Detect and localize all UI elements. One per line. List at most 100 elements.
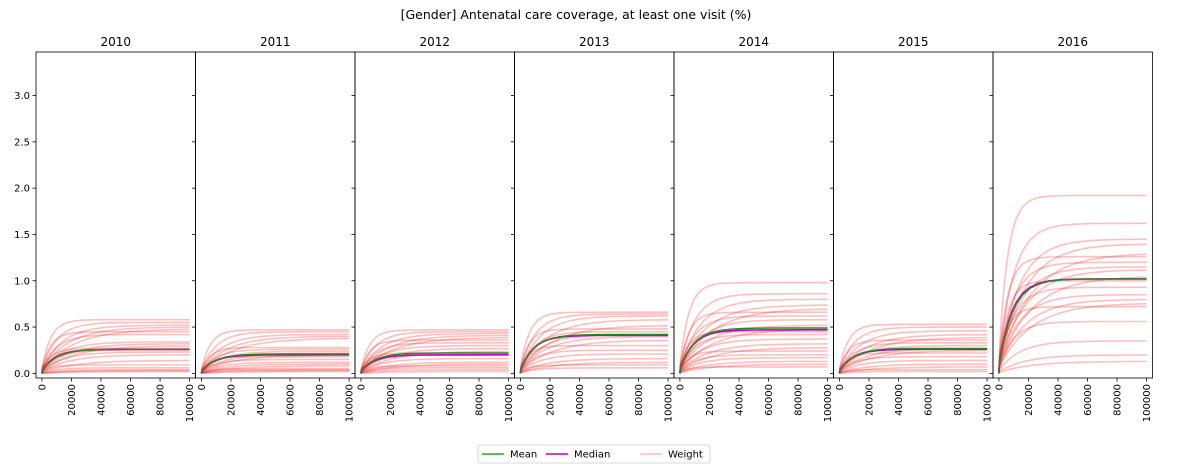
weight-line — [360, 363, 509, 374]
panel-title: 2014 — [738, 35, 769, 49]
weight-line — [679, 315, 828, 374]
x-tick-label: 100000 — [185, 384, 196, 422]
weight-line — [998, 255, 1147, 374]
weight-line — [360, 366, 509, 374]
panel-lines — [519, 311, 669, 374]
panel-title: 2016 — [1057, 35, 1088, 49]
x-tick-label: 100000 — [1142, 384, 1153, 422]
weight-line — [360, 357, 509, 374]
weight-line — [360, 332, 509, 374]
x-tick-label: 80000 — [794, 384, 805, 416]
x-tick-label: 100000 — [504, 384, 515, 422]
chart-legend: Mean Median Weight — [477, 444, 711, 464]
weight-line — [679, 363, 828, 374]
weight-line — [679, 353, 828, 374]
x-tick-label: 20000 — [386, 384, 397, 416]
weight-line — [519, 364, 669, 374]
legend-frame — [477, 444, 711, 464]
panel-frame — [992, 51, 1153, 379]
weight-line — [200, 335, 350, 374]
weight-line — [360, 334, 509, 374]
panel-lines — [679, 281, 828, 374]
y-tick-label: 3.0 — [14, 91, 30, 102]
weight-line — [998, 222, 1147, 374]
panel-frame — [833, 51, 994, 379]
mean-line — [838, 347, 988, 374]
weight-line — [998, 360, 1147, 374]
weight-line — [998, 276, 1147, 374]
weight-line — [360, 330, 509, 374]
x-tick-label: 0 — [675, 384, 686, 390]
weight-line — [41, 326, 190, 374]
weight-line — [200, 333, 350, 374]
weight-line — [200, 354, 350, 374]
weight-line — [998, 298, 1147, 374]
weight-line — [679, 328, 828, 374]
weight-line — [679, 366, 828, 374]
panel-2012: 2012 0 20000 40000 60000 80000 100000 — [351, 35, 515, 422]
weight-line — [998, 302, 1147, 374]
weight-line — [519, 349, 669, 374]
x-tick-label: 80000 — [634, 384, 645, 416]
x-tick-label: 60000 — [126, 384, 137, 416]
y-tick-label: 0.5 — [14, 323, 30, 334]
x-tick-label: 100000 — [983, 384, 994, 422]
weight-line — [200, 361, 350, 374]
weight-line — [679, 311, 828, 374]
weight-line — [838, 363, 988, 374]
x-tick-label: 80000 — [156, 384, 167, 416]
weight-line — [360, 370, 509, 375]
mean-line — [360, 352, 509, 374]
chart-panels: 2010 0.0 0.5 1.0 1.5 2.0 2.5 3.0 0 20000 40000 6000… — [14, 35, 1153, 422]
x-tick-label: 60000 — [605, 384, 616, 416]
panel-2014: 2014 0 20000 40000 60000 80000 100000 — [670, 35, 834, 422]
panel-2010: 2010 0.0 0.5 1.0 1.5 2.0 2.5 3.0 0 20000 40000 6000… — [14, 35, 196, 422]
x-tick-label: 100000 — [345, 384, 356, 422]
y-tick-label: 1.0 — [14, 276, 30, 287]
x-tick-label: 20000 — [226, 384, 237, 416]
legend-label: Weight — [668, 450, 703, 461]
weight-line — [519, 366, 669, 374]
weight-line — [360, 339, 509, 374]
panel-lines — [838, 323, 988, 375]
weight-line — [519, 313, 669, 374]
x-tick-label: 20000 — [545, 384, 556, 416]
y-tick-label: 2.0 — [14, 184, 30, 195]
weight-line — [41, 347, 190, 374]
weight-line — [838, 349, 988, 374]
weight-line — [998, 279, 1147, 374]
weight-line — [519, 339, 669, 374]
weight-line — [839, 370, 988, 375]
weight-line — [41, 330, 190, 374]
weight-line — [838, 339, 988, 374]
x-tick-label: 60000 — [445, 384, 456, 416]
weight-line — [200, 365, 350, 374]
mean-line — [998, 278, 1147, 374]
weight-line — [200, 368, 350, 375]
weight-line — [838, 323, 988, 374]
panel-title: 2010 — [100, 35, 131, 49]
legend-item-mean: Mean — [482, 450, 537, 461]
weight-line — [41, 366, 190, 374]
x-tick-label: 0 — [994, 384, 1005, 390]
weight-line — [41, 321, 190, 374]
mean-line — [41, 348, 190, 374]
weight-line — [838, 359, 988, 374]
weight-line — [998, 305, 1147, 374]
x-tick-label: 20000 — [67, 384, 78, 416]
weight-line — [838, 329, 988, 374]
weight-line — [998, 340, 1147, 374]
chart-title: [Gender] Antenatal care coverage, at lea… — [401, 7, 752, 22]
mean-line — [519, 333, 669, 374]
weight-line — [41, 354, 190, 374]
x-tick-label: 40000 — [1053, 384, 1064, 416]
x-tick-label: 20000 — [705, 384, 716, 416]
x-tick-label: 0 — [516, 384, 527, 390]
x-tick-label: 40000 — [256, 384, 267, 416]
weight-line — [679, 338, 828, 374]
weight-line — [679, 281, 828, 374]
y-tick-label: 0.0 — [14, 369, 30, 380]
x-tick-label: 40000 — [415, 384, 426, 416]
